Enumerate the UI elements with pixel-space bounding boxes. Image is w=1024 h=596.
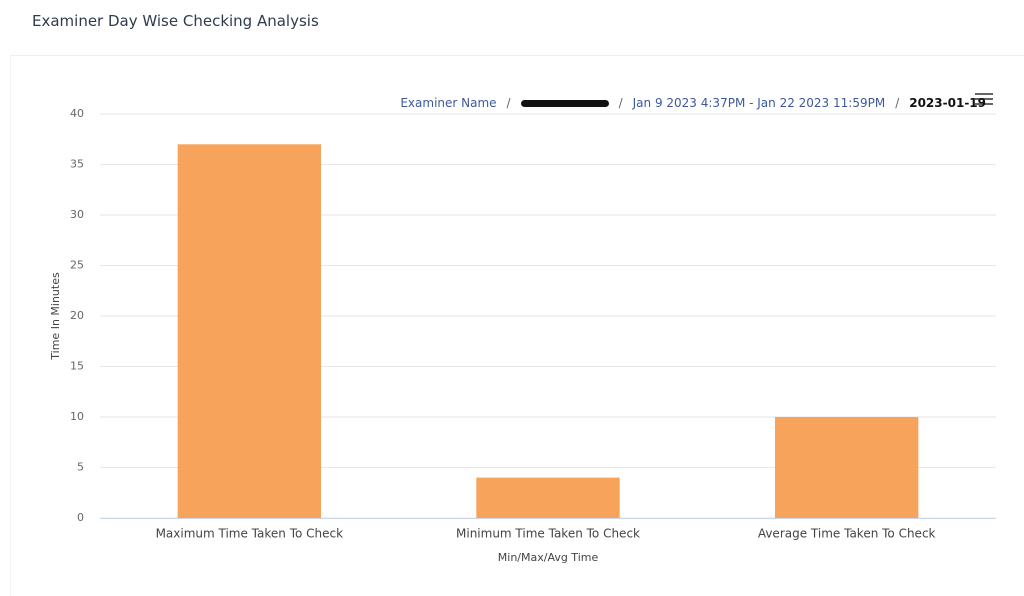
breadcrumb-separator: / — [506, 96, 511, 110]
y-tick-label: 30 — [70, 208, 84, 221]
y-tick-label: 25 — [70, 259, 84, 272]
divider — [10, 55, 1024, 56]
breadcrumb-item[interactable]: Jan 9 2023 4:37PM - Jan 22 2023 11:59PM — [632, 96, 886, 110]
menu-icon[interactable] — [975, 93, 993, 105]
breadcrumb-separator: / — [618, 96, 623, 110]
x-tick-label: Minimum Time Taken To Check — [456, 527, 640, 541]
breadcrumb: Examiner Name / / Jan 9 2023 4:37PM - Ja… — [400, 96, 986, 110]
breadcrumb-item: 2023-01-19 — [909, 96, 986, 110]
x-tick-label: Average Time Taken To Check — [758, 527, 936, 541]
y-tick-label: 5 — [77, 461, 84, 474]
y-axis-title: Time In Minutes — [49, 272, 62, 361]
card-edge — [10, 55, 11, 596]
y-tick-label: 10 — [70, 410, 84, 423]
y-tick-label: 35 — [70, 158, 84, 171]
y-tick-label: 20 — [70, 309, 84, 322]
bar — [774, 417, 919, 518]
y-tick-label: 0 — [77, 511, 84, 524]
breadcrumb-separator: / — [895, 96, 900, 110]
breadcrumb-item[interactable]: Examiner Name — [400, 96, 497, 110]
bar — [177, 144, 322, 519]
x-tick-label: Maximum Time Taken To Check — [156, 527, 344, 541]
bar — [476, 477, 620, 518]
page-title: Examiner Day Wise Checking Analysis — [32, 12, 319, 30]
y-tick-label: 40 — [70, 107, 84, 120]
redacted-name — [520, 99, 609, 107]
y-tick-label: 15 — [70, 360, 84, 373]
x-axis-title: Min/Max/Avg Time — [498, 551, 599, 564]
